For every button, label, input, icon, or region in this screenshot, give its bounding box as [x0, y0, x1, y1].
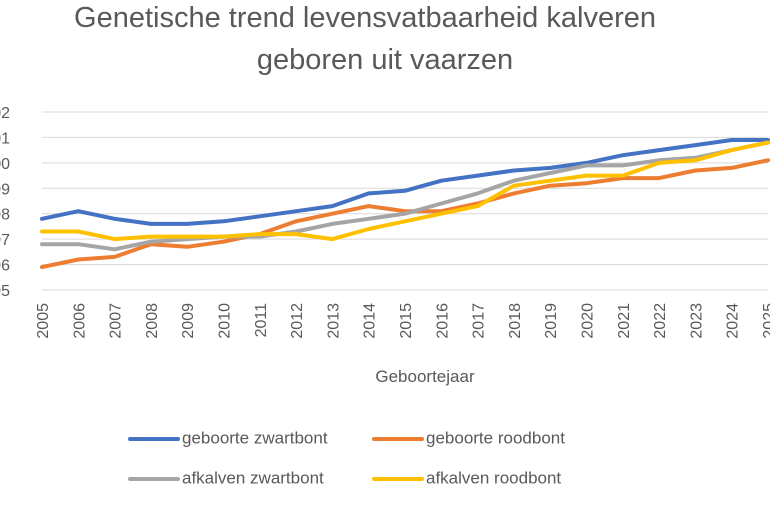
series-line-geboorte-zwartbont	[40, 138, 770, 226]
x-tick-label: 2012	[289, 303, 306, 339]
legend-item-geboorte-zwartbont: geboorte zwartbont	[128, 428, 328, 449]
legend-swatch-afkalven-roodbont	[372, 476, 424, 481]
series-line-geboorte-roodbont	[40, 158, 770, 270]
x-tick-label: 2018	[507, 303, 524, 339]
x-tick-label: 2008	[144, 303, 161, 339]
legend-swatch-geboorte-zwartbont	[128, 436, 180, 441]
y-tick-label: 100	[0, 156, 10, 173]
x-tick-label: 2006	[71, 303, 88, 339]
legend-item-geboorte-roodbont: geboorte roodbont	[372, 428, 565, 449]
y-tick-label: 97	[0, 232, 10, 249]
series-line-afkalven-roodbont	[40, 140, 770, 242]
y-tick-label: 102	[0, 105, 10, 122]
legend-swatch-geboorte-roodbont	[372, 436, 424, 441]
x-tick-label: 2020	[580, 303, 597, 339]
y-tick-label: 99	[0, 181, 10, 198]
x-tick-label: 2011	[253, 303, 270, 338]
legend-label: geboorte zwartbont	[182, 428, 328, 448]
x-tick-label: 2013	[325, 303, 342, 339]
legend-item-afkalven-zwartbont: afkalven zwartbont	[128, 468, 324, 489]
y-tick-label: 98	[0, 207, 10, 224]
legend-swatch-afkalven-zwartbont	[128, 476, 180, 481]
legend-label: afkalven zwartbont	[182, 468, 324, 488]
chart-title-line-1: Genetische trend levensvatbaarheid kalve…	[74, 2, 656, 34]
y-tick-label: 101	[0, 130, 10, 147]
x-tick-label: 2019	[543, 303, 560, 339]
x-tick-label: 2010	[217, 303, 234, 339]
x-tick-label: 2025	[761, 303, 770, 339]
x-tick-label: 2015	[398, 303, 415, 339]
legend-label: afkalven roodbont	[426, 468, 562, 488]
x-tick-label: 2007	[108, 303, 125, 339]
x-tick-label: 2023	[688, 303, 705, 339]
legend-label: geboorte roodbont	[426, 428, 565, 448]
y-tick-label: 95	[0, 283, 10, 300]
x-tick-label: 2017	[471, 303, 488, 339]
y-tick-label: 96	[0, 258, 10, 275]
x-tick-label: 2005	[35, 303, 52, 339]
x-tick-label: 2021	[616, 303, 633, 339]
x-axis-title: Geboortejaar	[375, 367, 475, 386]
x-tick-label: 2024	[725, 303, 742, 339]
x-tick-label: 2016	[434, 303, 451, 339]
legend-item-afkalven-roodbont: afkalven roodbont	[372, 468, 561, 489]
chart-title-line-2: geboren uit vaarzen	[256, 44, 514, 76]
x-tick-label: 2009	[180, 303, 197, 339]
x-tick-label: 2014	[362, 303, 379, 339]
x-tick-label: 2022	[652, 303, 669, 339]
series-line-afkalven-zwartbont	[40, 140, 770, 252]
